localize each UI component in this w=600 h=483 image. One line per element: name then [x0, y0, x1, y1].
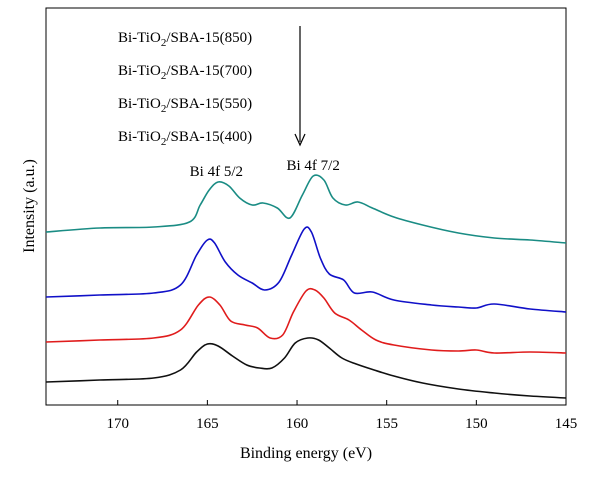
- peak-label: Bi 4f 5/2: [190, 164, 243, 180]
- x-axis-ticks: 170 165 160 155 150 145: [106, 400, 577, 432]
- x-tick-label: 155: [375, 416, 398, 432]
- x-tick-label: 145: [555, 416, 578, 432]
- x-tick-label: 150: [465, 416, 488, 432]
- x-tick-label: 160: [286, 416, 309, 432]
- series-line-0: [45, 174, 567, 244]
- series-line-3: [45, 337, 567, 399]
- peak-label: Bi 4f 7/2: [287, 158, 340, 174]
- legend-entry: Bi-TiO2/SBA-15(700): [118, 63, 252, 82]
- legend-entry: Bi-TiO2/SBA-15(550): [118, 96, 252, 115]
- legend: Bi-TiO2/SBA-15(850) Bi-TiO2/SBA-15(700) Bi…: [118, 26, 306, 148]
- x-axis-label: Binding energy (eV): [240, 445, 372, 462]
- plot-frame: [45, 7, 567, 406]
- peak-annotations: Bi 4f 5/2 Bi 4f 7/2: [190, 158, 340, 180]
- series-layer: [45, 174, 567, 399]
- legend-entry: Bi-TiO2/SBA-15(850): [118, 30, 252, 49]
- y-axis-label: Intensity (a.u.): [21, 159, 38, 253]
- legend-entry: Bi-TiO2/SBA-15(400): [118, 129, 252, 148]
- series-line-2: [45, 287, 567, 354]
- x-tick-label: 170: [106, 416, 129, 432]
- x-tick-label: 165: [196, 416, 219, 432]
- series-line-1: [45, 226, 567, 313]
- down-arrow-icon: [294, 133, 306, 147]
